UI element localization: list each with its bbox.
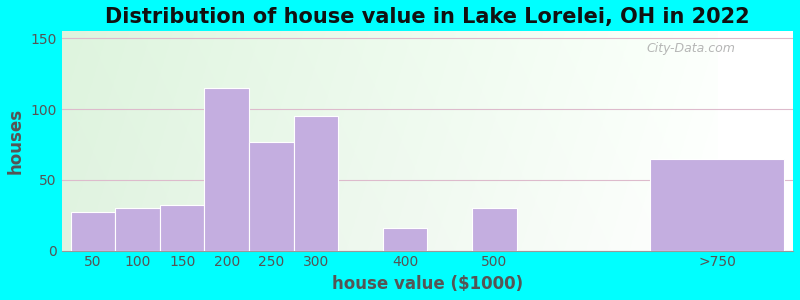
Bar xyxy=(115,208,160,250)
X-axis label: house value ($1000): house value ($1000) xyxy=(332,275,523,293)
Bar xyxy=(160,206,205,250)
Title: Distribution of house value in Lake Lorelei, OH in 2022: Distribution of house value in Lake Lore… xyxy=(105,7,750,27)
Y-axis label: houses: houses xyxy=(7,108,25,174)
Bar xyxy=(249,142,294,250)
Bar xyxy=(205,88,249,250)
Bar xyxy=(472,208,517,250)
Bar xyxy=(294,116,338,250)
Bar xyxy=(383,228,427,250)
Text: City-Data.com: City-Data.com xyxy=(646,42,736,55)
Bar xyxy=(650,159,784,250)
Bar xyxy=(70,212,115,250)
